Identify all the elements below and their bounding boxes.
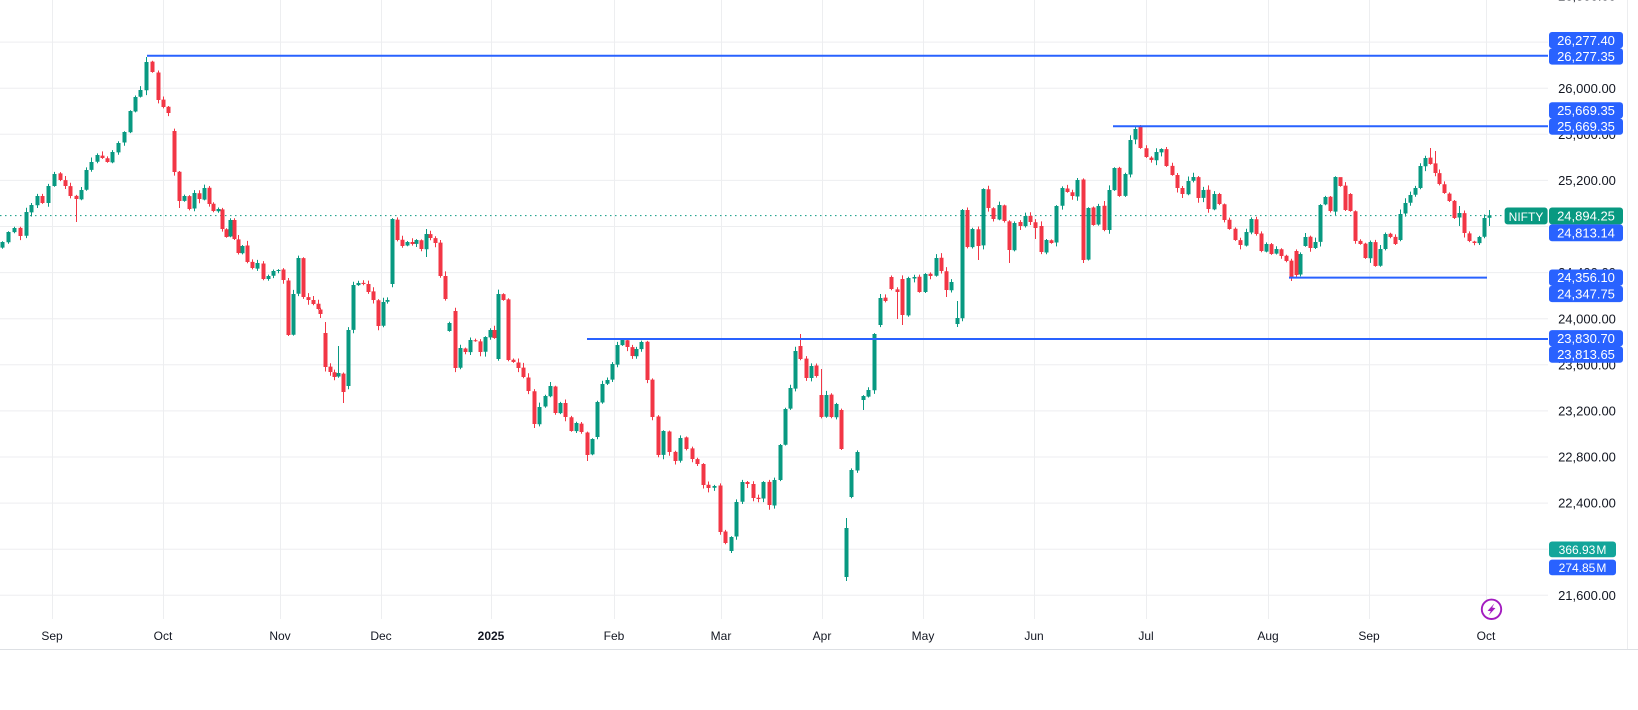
svg-text:21,600.00: 21,600.00 xyxy=(1558,588,1616,603)
svg-text:23,830.70: 23,830.70 xyxy=(1557,331,1615,346)
svg-text:366.93 M: 366.93 M xyxy=(1559,543,1607,557)
svg-text:26,277.40: 26,277.40 xyxy=(1557,33,1615,48)
svg-text:23,813.65: 23,813.65 xyxy=(1557,347,1615,362)
svg-text:23,200.00: 23,200.00 xyxy=(1558,404,1616,419)
svg-text:Dec: Dec xyxy=(370,629,391,643)
svg-text:NIFTY: NIFTY xyxy=(1509,210,1544,224)
svg-text:26,800.00: 26,800.00 xyxy=(1558,0,1616,4)
svg-text:Nov: Nov xyxy=(269,629,290,643)
svg-text:Sep: Sep xyxy=(1358,629,1380,643)
svg-text:24,356.10: 24,356.10 xyxy=(1557,270,1615,285)
svg-text:Sep: Sep xyxy=(41,629,63,643)
svg-text:Jul: Jul xyxy=(1138,629,1153,643)
svg-text:Mar: Mar xyxy=(711,629,732,643)
svg-text:24,347.75: 24,347.75 xyxy=(1557,287,1615,302)
svg-text:2025: 2025 xyxy=(478,629,505,643)
svg-text:22,400.00: 22,400.00 xyxy=(1558,496,1616,511)
svg-text:24,000.00: 24,000.00 xyxy=(1558,311,1616,326)
svg-text:24,894.25: 24,894.25 xyxy=(1557,209,1615,224)
svg-text:274.85 M: 274.85 M xyxy=(1559,561,1607,575)
svg-text:Feb: Feb xyxy=(604,629,625,643)
svg-text:22,800.00: 22,800.00 xyxy=(1558,450,1616,465)
svg-text:24,813.14: 24,813.14 xyxy=(1557,225,1615,240)
svg-text:25,200.00: 25,200.00 xyxy=(1558,173,1616,188)
svg-text:26,277.35: 26,277.35 xyxy=(1557,49,1615,64)
svg-text:26,000.00: 26,000.00 xyxy=(1558,81,1616,96)
svg-text:Oct: Oct xyxy=(1477,629,1496,643)
svg-text:25,669.35: 25,669.35 xyxy=(1557,103,1615,118)
svg-text:Aug: Aug xyxy=(1257,629,1278,643)
svg-text:Jun: Jun xyxy=(1024,629,1043,643)
svg-text:25,669.35: 25,669.35 xyxy=(1557,119,1615,134)
svg-text:Apr: Apr xyxy=(813,629,832,643)
svg-text:May: May xyxy=(912,629,935,643)
svg-text:Oct: Oct xyxy=(154,629,173,643)
